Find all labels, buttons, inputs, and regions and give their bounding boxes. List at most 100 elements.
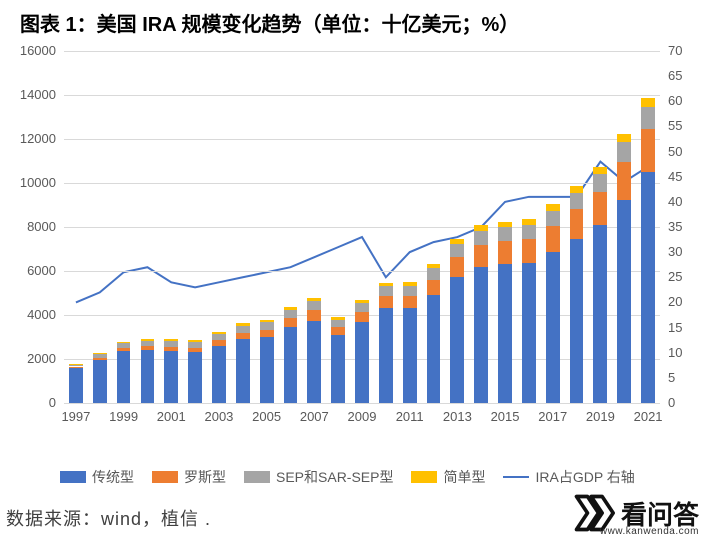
bar-segment xyxy=(93,354,107,358)
bar-segment xyxy=(474,245,488,267)
bar-segment xyxy=(331,320,345,327)
bar-segment xyxy=(403,308,417,403)
gridline xyxy=(64,403,660,404)
bar-segment xyxy=(498,264,512,403)
bar-segment xyxy=(331,317,345,320)
y-left-tick-label: 2000 xyxy=(4,351,56,366)
legend-item: 传统型 xyxy=(60,467,134,487)
bar-segment xyxy=(117,348,131,351)
bar-segment xyxy=(570,193,584,210)
bar-group xyxy=(403,51,417,403)
bar-segment xyxy=(212,332,226,334)
bar-segment xyxy=(593,225,607,403)
legend-swatch xyxy=(152,471,178,483)
bar-segment xyxy=(427,264,441,268)
legend-item: SEP和SAR-SEP型 xyxy=(244,467,393,487)
y-right-tick-label: 15 xyxy=(668,320,682,335)
bar-group xyxy=(141,51,155,403)
legend-swatch xyxy=(60,471,86,483)
bar-segment xyxy=(427,268,441,279)
bar-segment xyxy=(307,301,321,310)
bar-segment xyxy=(260,320,274,322)
bar-segment xyxy=(617,162,631,199)
bar-segment xyxy=(260,330,274,337)
y-right-tick-label: 65 xyxy=(668,68,682,83)
bar-group xyxy=(284,51,298,403)
bar-segment xyxy=(403,282,417,286)
bar-segment xyxy=(93,353,107,354)
bar-segment xyxy=(379,283,393,287)
legend-swatch xyxy=(411,471,437,483)
bar-segment xyxy=(379,296,393,308)
bar-segment xyxy=(188,342,202,348)
bar-segment xyxy=(188,348,202,353)
legend-label: 传统型 xyxy=(92,467,134,487)
y-right-tick-label: 40 xyxy=(668,194,682,209)
y-right-tick-label: 10 xyxy=(668,345,682,360)
bar-segment xyxy=(117,343,131,348)
x-tick-label: 1997 xyxy=(61,409,90,424)
bar-segment xyxy=(284,318,298,327)
bar-segment xyxy=(593,174,607,192)
x-tick-label: 2001 xyxy=(157,409,186,424)
bar-segment xyxy=(641,172,655,403)
bar-segment xyxy=(69,368,83,403)
bar-segment xyxy=(164,341,178,347)
y-right-tick-label: 60 xyxy=(668,93,682,108)
data-source: 数据来源：wind，植信 . xyxy=(6,505,211,531)
bar-segment xyxy=(117,351,131,403)
bar-segment xyxy=(593,192,607,225)
bar-segment xyxy=(284,327,298,403)
y-right-tick-label: 25 xyxy=(668,269,682,284)
x-tick-label: 2013 xyxy=(443,409,472,424)
bar-segment xyxy=(307,321,321,404)
bar-segment xyxy=(164,339,178,341)
legend-label: SEP和SAR-SEP型 xyxy=(276,467,393,487)
bar-segment xyxy=(617,142,631,162)
bar-segment xyxy=(522,219,536,225)
bar-segment xyxy=(450,277,464,404)
watermark-url: www.kanwenda.com xyxy=(600,526,699,537)
bar-segment xyxy=(379,308,393,403)
bar-group xyxy=(307,51,321,403)
legend-swatch xyxy=(244,471,270,483)
y-left-tick-label: 10000 xyxy=(4,175,56,190)
bar-segment xyxy=(212,334,226,340)
bar-segment xyxy=(284,310,298,318)
bar-segment xyxy=(236,339,250,403)
bar-segment xyxy=(379,286,393,296)
bar-segment xyxy=(546,204,560,210)
chart-title: 图表 1：美国 IRA 规模变化趋势（单位：十亿美元；%） xyxy=(20,8,699,37)
bar-segment xyxy=(522,263,536,403)
y-right-tick-label: 0 xyxy=(668,395,675,410)
x-tick-label: 2009 xyxy=(348,409,377,424)
bar-group xyxy=(236,51,250,403)
bar-segment xyxy=(141,341,155,347)
bar-segment xyxy=(474,225,488,230)
bar-segment xyxy=(450,244,464,257)
legend-item: IRA占GDP 右轴 xyxy=(503,467,634,487)
y-right-tick-label: 35 xyxy=(668,219,682,234)
bar-group xyxy=(164,51,178,403)
bar-segment xyxy=(593,167,607,174)
x-tick-label: 2007 xyxy=(300,409,329,424)
bar-segment xyxy=(617,200,631,404)
y-left-tick-label: 16000 xyxy=(4,43,56,58)
bar-segment xyxy=(474,267,488,403)
bar-group xyxy=(212,51,226,403)
bar-segment xyxy=(212,346,226,403)
bar-segment xyxy=(522,239,536,263)
bar-segment xyxy=(236,326,250,333)
bar-segment xyxy=(403,296,417,309)
legend-item: 简单型 xyxy=(411,467,485,487)
bar-segment xyxy=(450,239,464,244)
bar-segment xyxy=(307,298,321,301)
bar-segment xyxy=(331,327,345,335)
legend-label: 简单型 xyxy=(443,467,485,487)
bar-segment xyxy=(570,186,584,193)
bar-group xyxy=(69,51,83,403)
bar-group xyxy=(450,51,464,403)
bar-segment xyxy=(546,211,560,226)
x-tick-label: 2005 xyxy=(252,409,281,424)
chart-area: 0200040006000800010000120001400016000051… xyxy=(0,40,719,470)
